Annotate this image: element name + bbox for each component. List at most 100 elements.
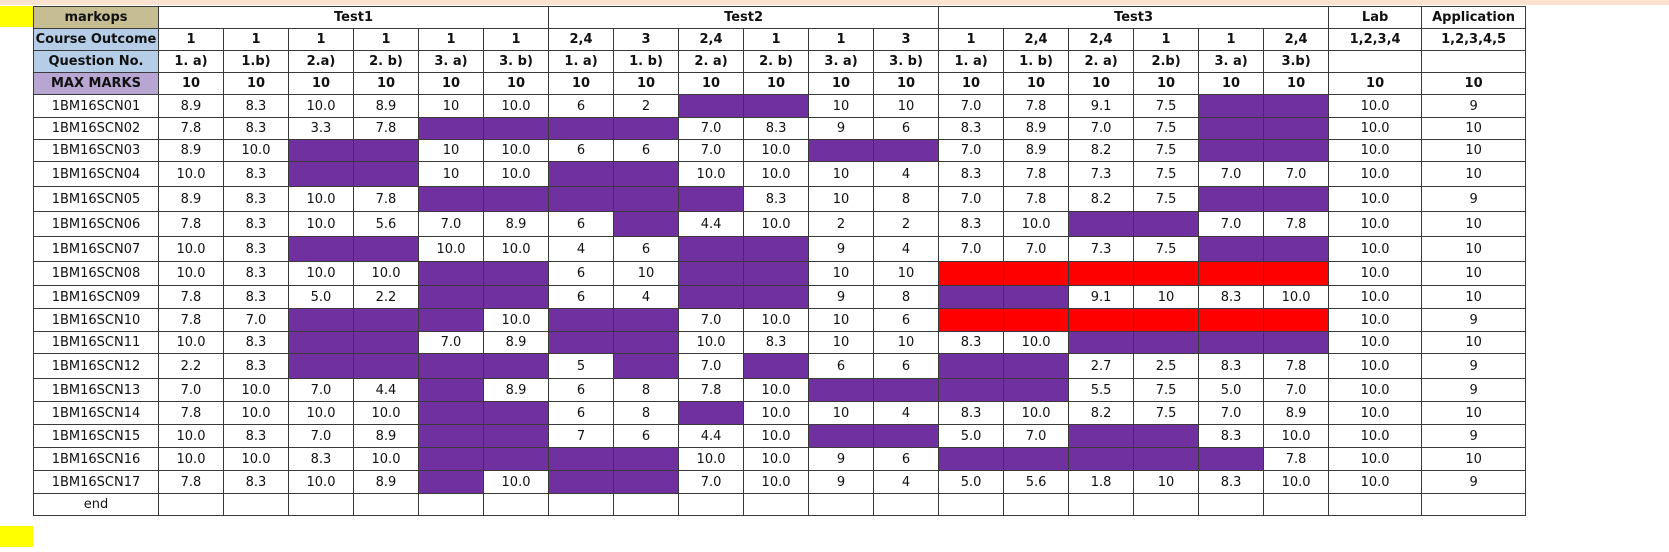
mark-cell[interactable]: 10.0 <box>288 401 354 425</box>
course-outcome-cell[interactable]: 2,4 <box>1003 28 1070 51</box>
max-marks-cell[interactable]: 10 <box>1263 72 1330 95</box>
mark-cell[interactable]: 10.0 <box>1328 353 1423 379</box>
absent-cell[interactable] <box>873 378 940 402</box>
mark-cell[interactable]: 10.0 <box>1328 261 1423 286</box>
mark-cell[interactable]: 10 <box>808 401 875 425</box>
absent-cell[interactable] <box>418 285 484 309</box>
mark-cell[interactable]: 9 <box>1421 308 1527 332</box>
mark-cell[interactable]: 8.3 <box>1198 470 1265 494</box>
usn-cell[interactable]: 1BM16SCN07 <box>33 236 159 262</box>
course-outcome-cell[interactable]: 1 <box>743 28 810 51</box>
mark-cell[interactable]: 7.8 <box>1003 161 1070 187</box>
usn-cell[interactable]: 1BM16SCN16 <box>33 447 159 471</box>
absent-cell[interactable] <box>288 161 354 187</box>
mark-cell[interactable]: 10.0 <box>482 139 550 162</box>
mark-cell[interactable]: 7.8 <box>158 308 224 332</box>
absent-cell[interactable] <box>1068 447 1135 471</box>
mark-cell[interactable]: 7.5 <box>1133 161 1200 187</box>
mark-cell[interactable]: 9 <box>1421 94 1527 118</box>
course-outcome-cell[interactable]: 1 <box>482 28 550 51</box>
mark-cell[interactable]: 8.3 <box>1198 424 1265 448</box>
mark-cell[interactable]: 8.9 <box>158 94 224 118</box>
mark-cell[interactable]: 8.9 <box>1003 117 1070 140</box>
mark-cell[interactable]: 7.8 <box>158 285 224 309</box>
absent-cell[interactable] <box>1198 139 1265 162</box>
mark-cell[interactable]: 7.8 <box>353 117 419 140</box>
mark-cell[interactable]: 10 <box>808 186 875 212</box>
mark-cell[interactable]: 10.0 <box>158 236 224 262</box>
mark-cell[interactable]: 7 <box>548 424 615 448</box>
mark-cell[interactable]: 7.0 <box>1198 401 1265 425</box>
mark-cell[interactable]: 10.0 <box>1328 236 1423 262</box>
mark-cell[interactable]: 10.0 <box>1328 447 1423 471</box>
mark-cell[interactable]: 10.0 <box>678 161 745 187</box>
absent-cell[interactable] <box>808 424 875 448</box>
max-marks-label[interactable]: MAX MARKS <box>33 72 159 95</box>
mark-cell[interactable]: 10.0 <box>158 447 224 471</box>
max-marks-cell[interactable]: 10 <box>482 72 550 95</box>
mark-cell[interactable]: 7.0 <box>418 331 484 354</box>
course-outcome-cell[interactable]: 3 <box>873 28 940 51</box>
max-marks-cell[interactable]: 10 <box>1133 72 1200 95</box>
mark-cell[interactable]: 6 <box>548 94 615 118</box>
max-marks-cell[interactable]: 10 <box>223 72 289 95</box>
question-no-cell[interactable]: 2. b) <box>743 50 810 73</box>
mark-cell[interactable]: 10.0 <box>288 470 354 494</box>
absent-cell[interactable] <box>1003 378 1070 402</box>
mark-cell[interactable]: 10.0 <box>158 261 224 286</box>
absent-cell[interactable] <box>613 186 680 212</box>
max-marks-cell[interactable]: 10 <box>353 72 419 95</box>
max-marks-cell[interactable]: 10 <box>1421 72 1527 95</box>
mark-cell[interactable]: 10.0 <box>482 470 550 494</box>
mark-cell[interactable]: 8 <box>873 285 940 309</box>
course-outcome-cell[interactable]: 1 <box>223 28 289 51</box>
question-no-cell[interactable]: 1.b) <box>223 50 289 73</box>
course-outcome-cell[interactable]: 1 <box>418 28 484 51</box>
usn-cell[interactable]: 1BM16SCN01 <box>33 94 159 118</box>
max-marks-cell[interactable]: 10 <box>808 72 875 95</box>
course-outcome-label[interactable]: Course Outcome <box>33 28 159 51</box>
max-marks-cell[interactable]: 10 <box>743 72 810 95</box>
mark-cell[interactable]: 7.0 <box>1068 117 1135 140</box>
question-no-cell[interactable]: 1. a) <box>938 50 1005 73</box>
mark-cell[interactable]: 10.0 <box>223 447 289 471</box>
absent-cell[interactable] <box>1263 117 1330 140</box>
absent-cell[interactable] <box>1198 117 1265 140</box>
mark-cell[interactable]: 8.9 <box>482 378 550 402</box>
mark-cell[interactable]: 8.9 <box>1003 139 1070 162</box>
absent-cell[interactable] <box>743 261 810 286</box>
mark-cell[interactable]: 8.9 <box>353 94 419 118</box>
mark-cell[interactable]: 10 <box>1421 117 1527 140</box>
mark-cell[interactable]: 8.3 <box>223 186 289 212</box>
absent-cell[interactable] <box>743 353 810 379</box>
mark-cell[interactable]: 6 <box>873 117 940 140</box>
mark-cell[interactable]: 10 <box>1421 331 1527 354</box>
empty-cell[interactable] <box>1263 493 1330 516</box>
flagged-cell[interactable] <box>1263 308 1330 332</box>
mark-cell[interactable]: 7.8 <box>158 401 224 425</box>
absent-cell[interactable] <box>548 117 615 140</box>
absent-cell[interactable] <box>938 285 1005 309</box>
question-no-cell[interactable]: 2. a) <box>1068 50 1135 73</box>
absent-cell[interactable] <box>1133 447 1200 471</box>
mark-cell[interactable]: 10 <box>808 261 875 286</box>
mark-cell[interactable]: 10.0 <box>288 186 354 212</box>
flagged-cell[interactable] <box>1003 308 1070 332</box>
empty-cell[interactable] <box>223 493 289 516</box>
empty-cell[interactable] <box>743 493 810 516</box>
usn-cell[interactable]: 1BM16SCN04 <box>33 161 159 187</box>
usn-cell[interactable]: 1BM16SCN09 <box>33 285 159 309</box>
absent-cell[interactable] <box>1003 353 1070 379</box>
absent-cell[interactable] <box>678 186 745 212</box>
mark-cell[interactable]: 8.2 <box>1068 401 1135 425</box>
absent-cell[interactable] <box>482 401 550 425</box>
absent-cell[interactable] <box>808 139 875 162</box>
absent-cell[interactable] <box>1198 186 1265 212</box>
mark-cell[interactable]: 8.9 <box>1263 401 1330 425</box>
absent-cell[interactable] <box>353 331 419 354</box>
empty-cell[interactable] <box>548 493 615 516</box>
mark-cell[interactable]: 10.0 <box>1328 424 1423 448</box>
mark-cell[interactable]: 10.0 <box>353 447 419 471</box>
empty-cell[interactable] <box>482 493 550 516</box>
mark-cell[interactable]: 6 <box>548 211 615 237</box>
